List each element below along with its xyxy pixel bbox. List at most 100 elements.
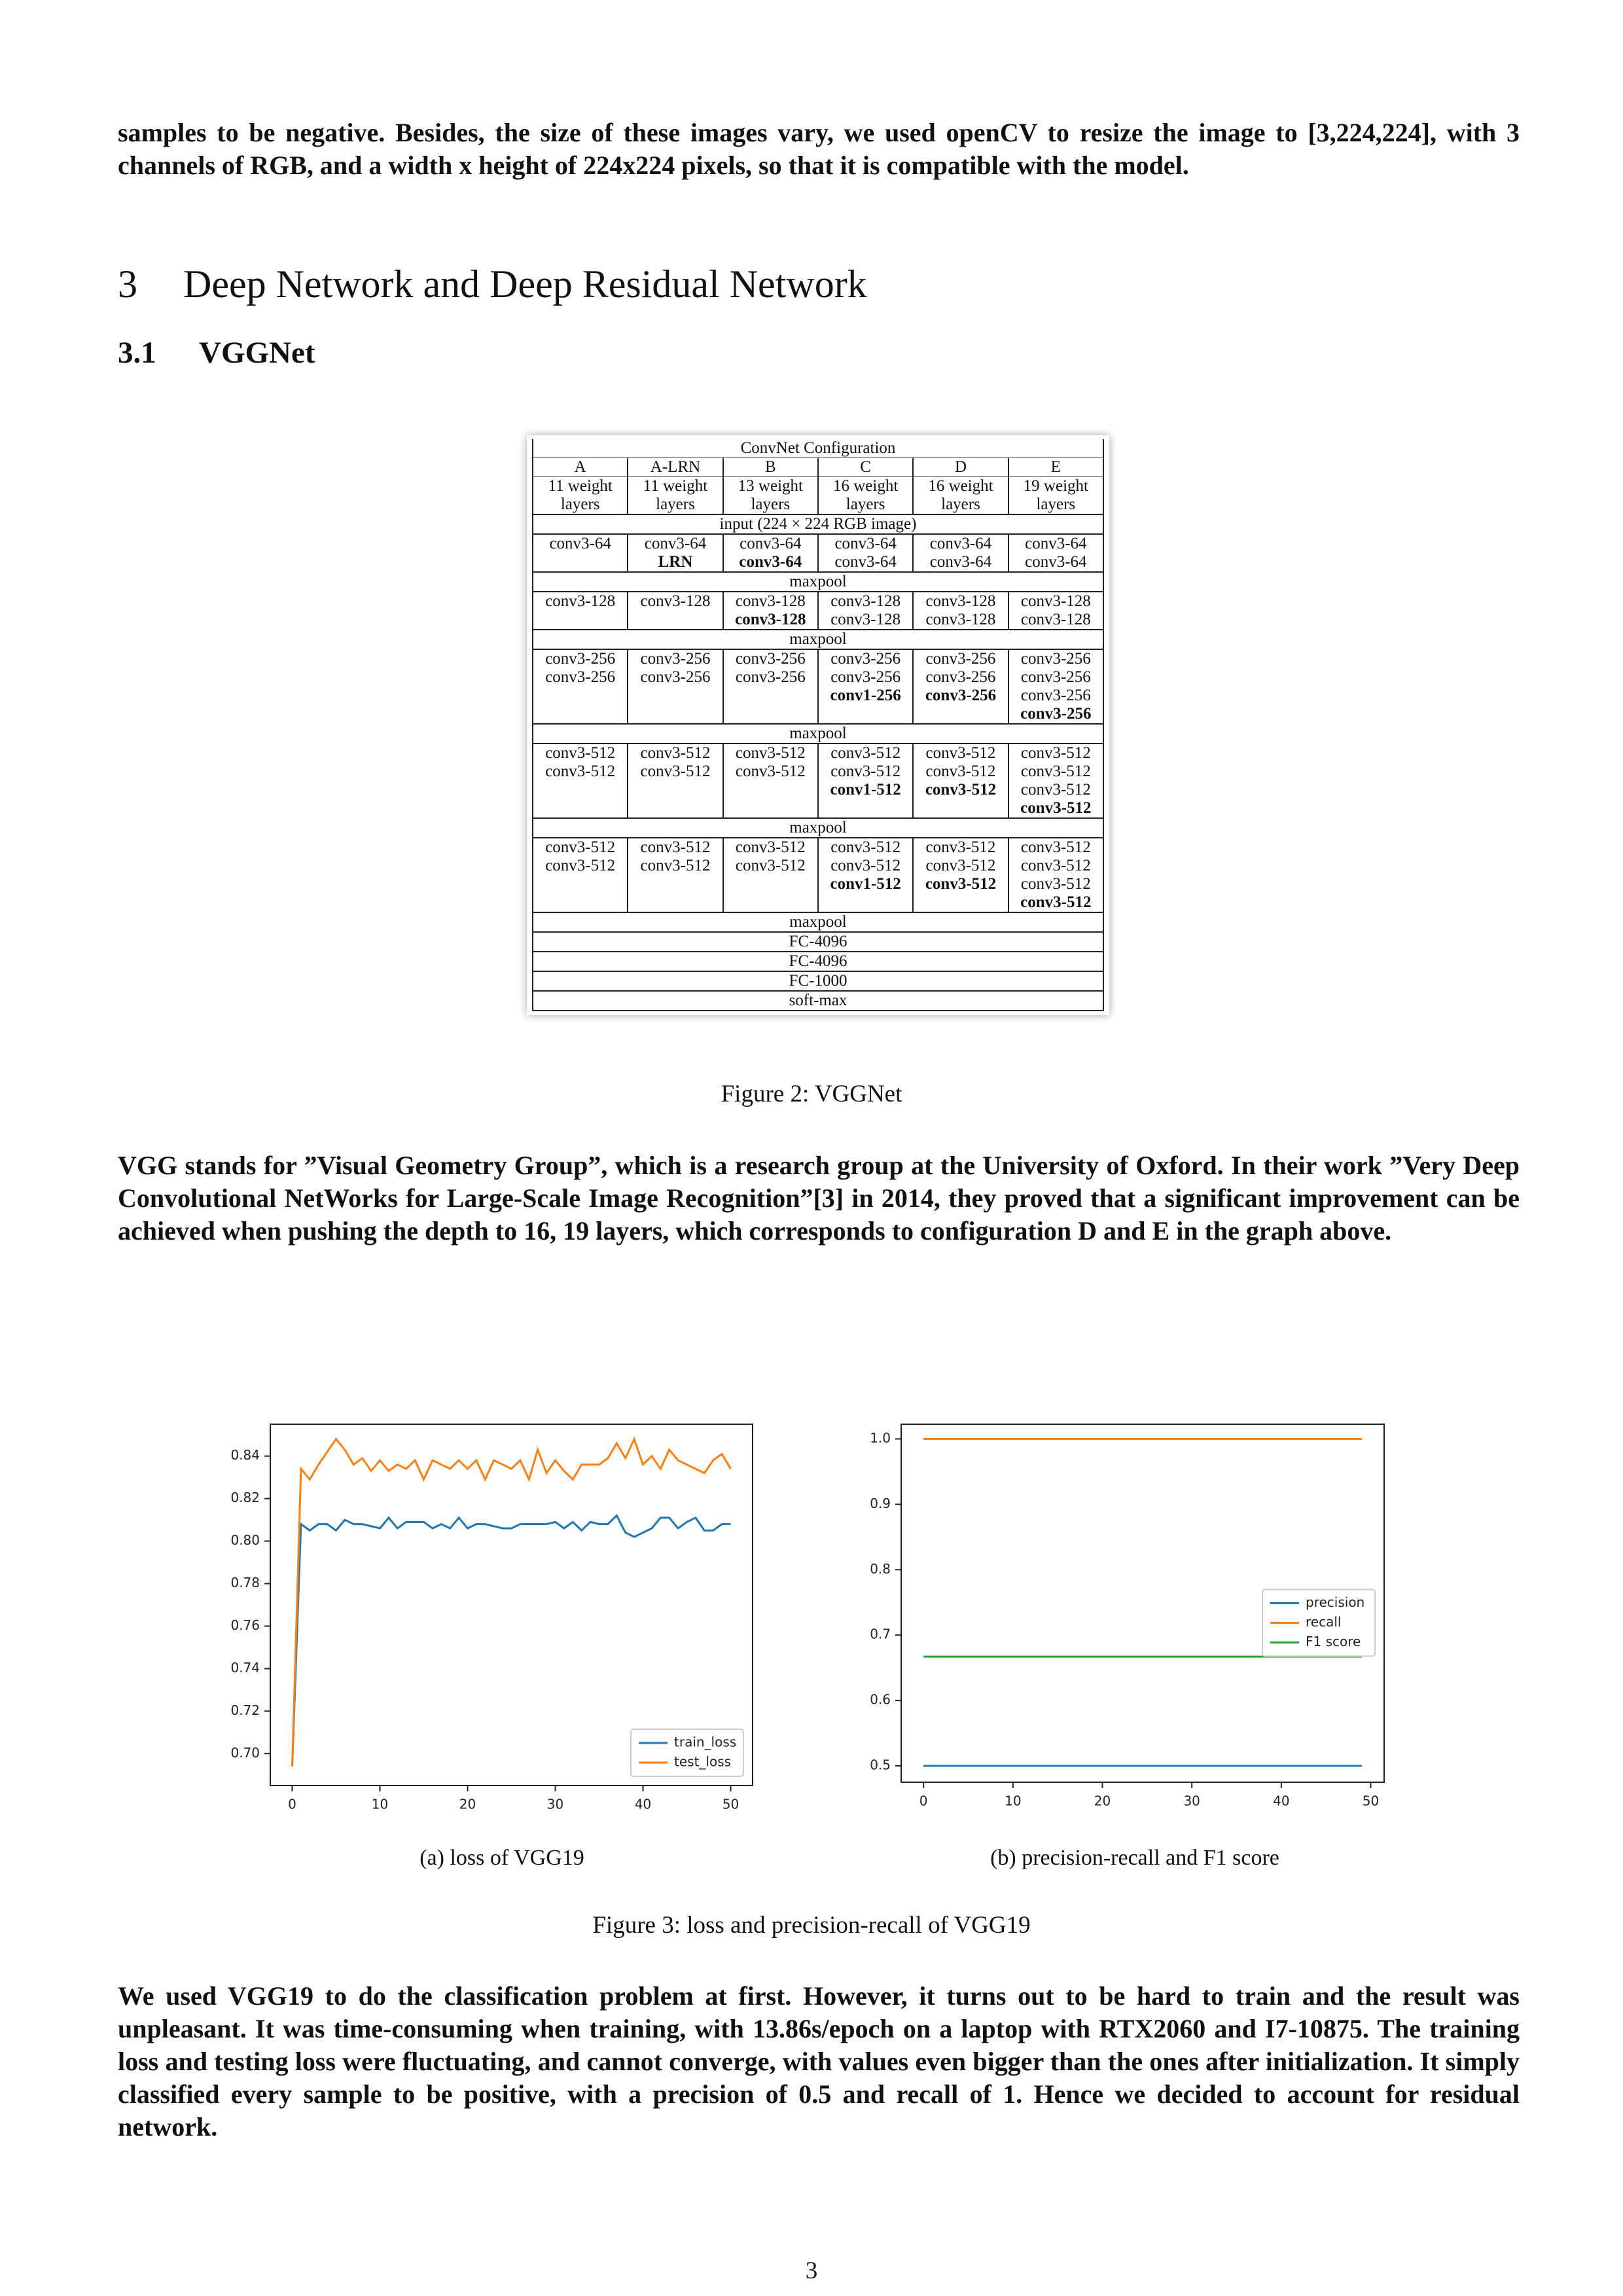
column-header: C [817,457,914,477]
column-header: B [722,457,819,477]
table-cell: conv3-128 [627,591,724,630]
cell-line: conv3-512 [640,857,711,874]
y-tick-label: 0.82 [230,1490,260,1505]
table-cell: conv3-512 conv3-512 [531,837,629,912]
table-row: conv3-256 conv3-256 conv3-256 conv3-256 conv… [531,649,1105,724]
cell-line: conv3-512 [545,857,616,874]
legend-box [630,1729,744,1777]
cell-line: conv3-64 [834,535,897,552]
cell-line: conv3-256 [925,668,996,686]
legend-label: precision [1306,1594,1364,1610]
cell-line: conv3-512 [925,762,996,780]
cell-line: LRN [658,553,693,571]
cell-line: conv3-512 [640,762,711,780]
figure-caption: Figure 3: loss and precision-recall of V… [592,1912,1031,1939]
table-row: conv3-512 conv3-512 conv3-512 conv3-512 conv… [531,743,1105,818]
paragraph: samples to be negative. Besides, the siz… [118,118,1520,180]
table-row: soft-max [532,990,1104,1011]
cell-line: conv3-512 [1020,893,1092,911]
cell-line: conv3-512 [1020,857,1091,874]
cell-line: conv3-64 [740,535,802,552]
table-cell: conv3-512 conv3-512 conv3-512 [912,743,1009,818]
table-cell: conv3-64 LRN [627,533,724,572]
y-tick-label: 0.70 [230,1745,260,1761]
cell-line: conv3-256 [925,687,997,704]
table-row: conv3-64 conv3-64 LRN conv3-64 conv3-64 conv3… [531,533,1105,572]
cell-line: conv3-256 [1020,650,1091,668]
legend-label: test_loss [674,1754,731,1770]
table-title: ConvNet Configuration [532,439,1104,458]
table-cell: conv3-128 conv3-128 [1007,591,1105,630]
span-cell: input (224 × 224 RGB image) [532,514,1104,534]
span-cell: maxpool [532,571,1104,592]
table-cell: conv3-128 conv3-128 [722,591,819,630]
x-tick-label: 20 [459,1797,476,1812]
table-cell: conv3-256 conv3-256 [531,649,629,724]
table-row: maxpool [532,629,1104,649]
cell-line: layers [751,495,791,513]
x-tick-label: 0 [288,1797,296,1812]
table-row: ConvNet Configuration [532,439,1104,458]
series-line [291,1514,731,1767]
cell-line: 16 weight [833,477,899,495]
cell-line: conv3-512 [830,838,901,856]
column-header: A-LRN [627,457,724,477]
table-row: maxpool [532,571,1104,592]
table-cell: conv3-512 conv3-512 [627,837,724,912]
table-cell: conv3-128 [531,591,629,630]
cell-line: conv3-256 [830,668,901,686]
cell-line: conv3-512 [1020,781,1091,798]
table-cell: conv3-512 conv3-512 conv1-512 [817,837,914,912]
x-tick-label: 30 [547,1797,563,1812]
y-tick-label: 0.84 [230,1447,260,1463]
x-tick-label: 20 [1094,1793,1111,1809]
y-tick-label: 0.5 [870,1757,891,1773]
table-cell: conv3-64 conv3-64 [817,533,914,572]
table-cell: conv3-128 conv3-128 [817,591,914,630]
x-tick-label: 10 [372,1797,388,1812]
cell-line: conv3-256 [735,650,806,668]
cell-line: conv3-128 [640,592,711,610]
cell-line: conv3-512 [735,857,806,874]
subsection-title: VGGNet [199,336,315,370]
cell-line: conv3-256 [545,668,616,686]
column-depth: 16 weight layers [912,476,1009,514]
cell-line: conv3-256 [640,668,711,686]
cell-line: 11 weight [548,477,613,495]
y-tick-label: 0.72 [230,1702,260,1718]
cell-line: conv3-512 [1020,799,1092,817]
cell-line: conv3-64 [1025,553,1087,571]
table-cell: conv3-512 conv3-512 [722,743,819,818]
x-tick-label: 50 [722,1797,739,1812]
cell-line: conv3-512 [830,762,901,780]
legend-label: train_loss [674,1734,736,1750]
table-cell: conv3-512 conv3-512 conv3-512 conv3-512 [1007,837,1105,912]
table-row: maxpool [532,912,1104,932]
cell-line: layers [656,495,695,513]
table-row: 11 weight layers 11 weight layers 13 weight l… [531,476,1105,514]
cell-line: conv3-128 [925,611,996,628]
y-tick-label: 1.0 [870,1430,891,1446]
cell-line: conv3-512 [925,781,997,798]
table-cell: conv3-128 conv3-128 [912,591,1009,630]
column-header: E [1007,457,1105,477]
cell-line: conv3-512 [1020,875,1091,893]
table-row: input (224 × 224 RGB image) [532,514,1104,534]
cell-line: conv1-256 [830,687,901,704]
cell-line: layers [1036,495,1076,513]
cell-line: conv3-128 [735,611,806,628]
y-tick-label: 0.9 [870,1496,891,1511]
column-depth: 11 weight layers [627,476,724,514]
table-cell: conv3-256 conv3-256 conv1-256 [817,649,914,724]
cell-line: layers [941,495,980,513]
cell-line: conv3-64 [929,535,992,552]
cell-line: layers [560,495,600,513]
y-tick-label: 0.8 [870,1561,891,1577]
table-row: A A-LRN B C D E [531,457,1105,477]
cell-line: conv3-64 [929,553,992,571]
x-tick-label: 10 [1005,1793,1021,1809]
column-depth: 13 weight layers [722,476,819,514]
